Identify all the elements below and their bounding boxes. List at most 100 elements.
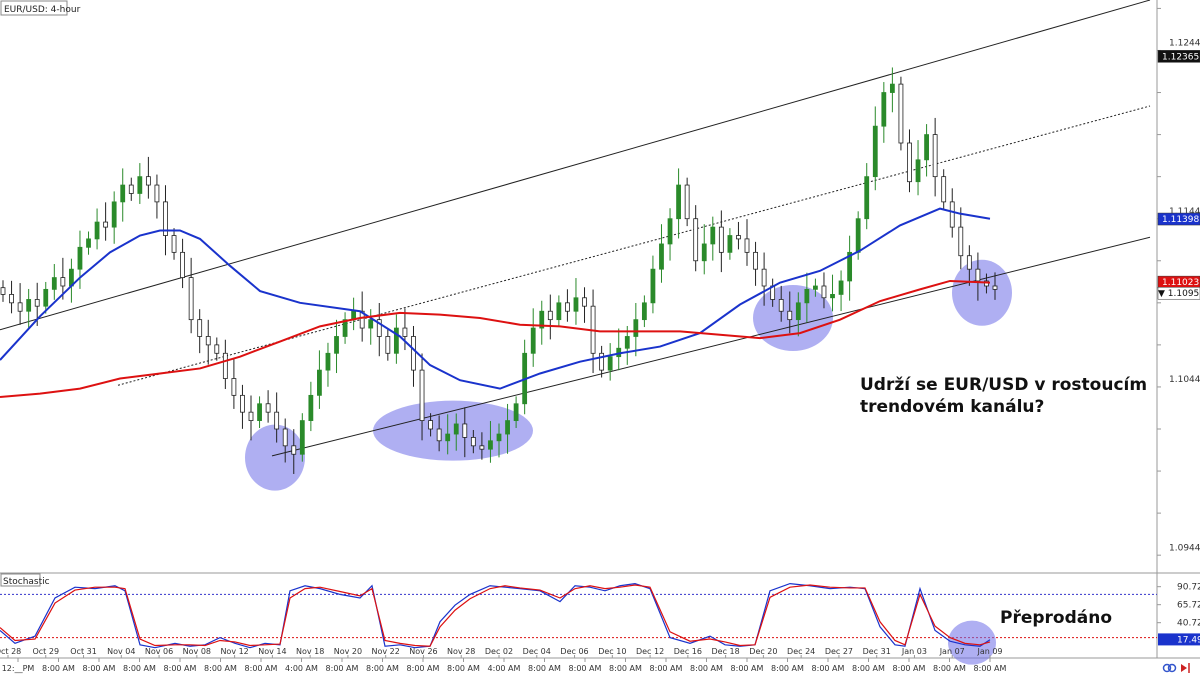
oversold-highlight [948, 620, 996, 665]
highlight-ellipse [373, 400, 533, 461]
candle-body [334, 336, 339, 354]
candle-body [419, 369, 425, 421]
date-label: Oct 29 [32, 647, 59, 656]
candle-body [274, 411, 280, 430]
candle-body [60, 277, 66, 287]
candle-body [582, 297, 587, 307]
candle-body [992, 285, 998, 290]
time-label: 8:00 AM [974, 664, 1007, 673]
candle-body [710, 226, 716, 245]
candle-body [736, 235, 741, 240]
candle-body [299, 420, 305, 455]
candle-body [111, 201, 117, 228]
candle-body [659, 243, 664, 270]
time-label: 12:__PM [2, 664, 35, 673]
date-label: Nov 26 [409, 647, 437, 656]
time-label: 8:00 AM [366, 664, 399, 673]
channel-line [0, 0, 1151, 331]
candle-body [488, 440, 493, 450]
candle-body [402, 327, 408, 337]
candle-body [889, 83, 895, 93]
stoch-value-badge [1158, 633, 1200, 646]
candle-body [9, 294, 14, 304]
price-badge-label: 1.11023 [1162, 278, 1199, 288]
stoch-annotation: Přeprodáno [1000, 608, 1112, 628]
time-label: 8:00 AM [528, 664, 561, 673]
time-label: 8:00 AM [204, 664, 237, 673]
candle-body [26, 299, 32, 312]
candle-body [667, 218, 673, 245]
time-label: 8:00 AM [407, 664, 440, 673]
candle-body [864, 176, 870, 220]
candle-body [718, 226, 724, 253]
candle-body [513, 403, 519, 421]
candle-body [265, 403, 271, 413]
candle-body [317, 369, 322, 396]
time-label: 8:00 AM [326, 664, 359, 673]
arrow-exit-icon[interactable] [1181, 663, 1190, 673]
moving-average-line [0, 279, 991, 399]
candle-body [197, 319, 203, 337]
stochastic-line [0, 584, 991, 647]
candle-body [813, 285, 818, 290]
candle-body [214, 344, 220, 354]
candle-body [838, 280, 844, 295]
candle-body [205, 336, 211, 346]
time-label: 8:00 AM [650, 664, 683, 673]
date-label: Dec 06 [560, 647, 588, 656]
channel-line [271, 236, 1151, 457]
candle-body [479, 445, 485, 450]
price-badge-label: 1.11398 [1162, 215, 1199, 225]
candle-body [137, 176, 143, 194]
stoch-tick-label: 65.72 [1177, 601, 1200, 611]
candle-body [445, 433, 451, 442]
link-icon[interactable] [1162, 662, 1177, 673]
candle-body [240, 394, 245, 413]
candle-body [17, 302, 23, 312]
candle-body [428, 420, 433, 430]
candle-body [633, 319, 639, 337]
date-label: Dec 24 [787, 647, 815, 656]
time-label: 4:00 AM [285, 664, 318, 673]
date-label: Nov 06 [145, 647, 173, 656]
date-label: Dec 10 [598, 647, 626, 656]
candle-body [453, 423, 459, 435]
candle-body [941, 176, 947, 203]
candle-body [86, 238, 91, 248]
date-label: Nov 14 [258, 647, 286, 656]
candle-body [676, 184, 681, 220]
highlight-ellipse [245, 424, 305, 491]
date-label: Jan 09 [976, 647, 1002, 656]
chart-title: EUR/USD: 4-hour [4, 5, 81, 15]
date-label: Dec 02 [485, 647, 513, 656]
candle-body [171, 235, 177, 253]
candle-body [462, 423, 468, 438]
stoch-tick-label: 40.72 [1177, 619, 1200, 629]
candle-body [547, 310, 553, 321]
time-label: 8:00 AM [42, 664, 75, 673]
price-tick-label: 1.09447 [1169, 543, 1200, 553]
candle-body [701, 243, 707, 262]
date-label: Dec 18 [712, 647, 740, 656]
candle-body [778, 299, 784, 312]
candle-body [282, 428, 288, 447]
candle-body [795, 302, 801, 321]
candle-body [958, 226, 964, 257]
time-label: 8:00 AM [245, 664, 278, 673]
candle-body [830, 294, 835, 299]
candle-body [222, 352, 228, 379]
candle-body [787, 310, 793, 321]
candle-body [51, 277, 57, 290]
stoch-title: Stochastic [3, 577, 50, 587]
price-badge [1157, 212, 1200, 226]
candle-body [470, 437, 476, 447]
candle-body [907, 142, 912, 183]
date-label: Oct 28 [0, 647, 21, 656]
time-axis: Oct 28 Oct 29 Oct 31 Nov 04 Nov 06 Nov 08 Nov … [0, 647, 1007, 673]
date-label: Nov 08 [183, 647, 211, 656]
time-label: 8:00 AM [83, 664, 116, 673]
date-label: Dec 12 [636, 647, 664, 656]
candle-body [847, 251, 853, 282]
date-label: Nov 18 [296, 647, 324, 656]
